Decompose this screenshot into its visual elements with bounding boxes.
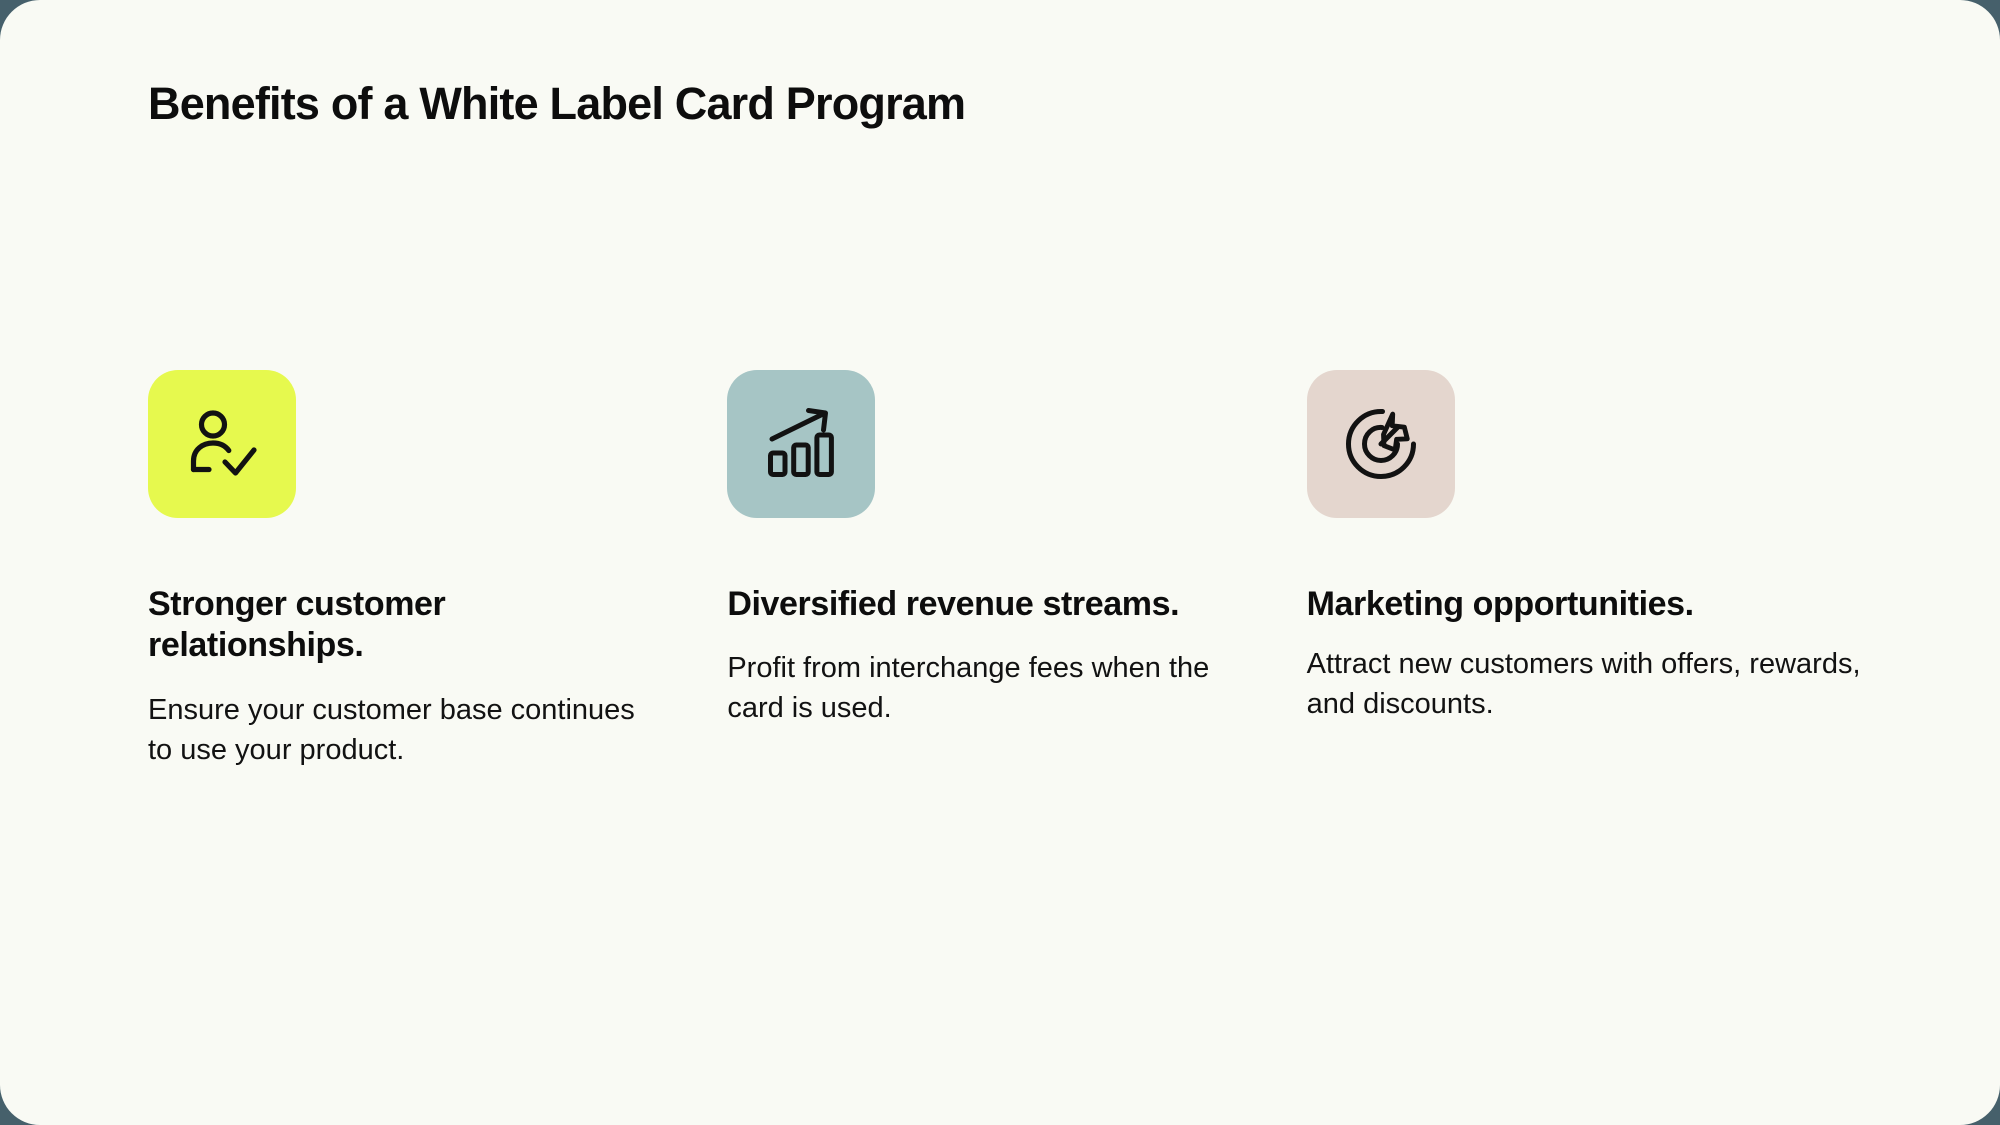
benefit-heading: Marketing opportunities.	[1306, 585, 1694, 623]
bar-chart-growth-icon	[759, 402, 843, 486]
benefit-heading: Stronger customer relationships.	[148, 585, 446, 665]
benefit-body: Profit from interchange fees when the ca…	[727, 652, 1210, 725]
benefit-body: Attract new customers with offers, rewar…	[1306, 648, 1861, 721]
benefit-column-stronger-customer-relationships: Stronger customer relationships. Ensure …	[148, 370, 651, 770]
benefits-column-list: Stronger customer relationships. Ensure …	[148, 370, 1868, 770]
user-check-icon	[180, 402, 264, 486]
benefit-heading: Diversified revenue streams.	[727, 585, 1180, 623]
icon-tile-bar-chart-growth	[727, 370, 876, 518]
benefit-body: Ensure your customer base continues to u…	[148, 693, 635, 766]
page-title: Benefits of a White Label Card Program	[148, 78, 966, 129]
target-dart-icon	[1339, 402, 1423, 486]
benefit-column-diversified-revenue-streams: Diversified revenue streams. Profit from…	[727, 370, 1230, 729]
icon-tile-user-check	[148, 370, 296, 518]
icon-tile-target-dart	[1306, 370, 1455, 518]
benefit-column-marketing-opportunities: Marketing opportunities. Attract new cus…	[1306, 370, 1868, 725]
